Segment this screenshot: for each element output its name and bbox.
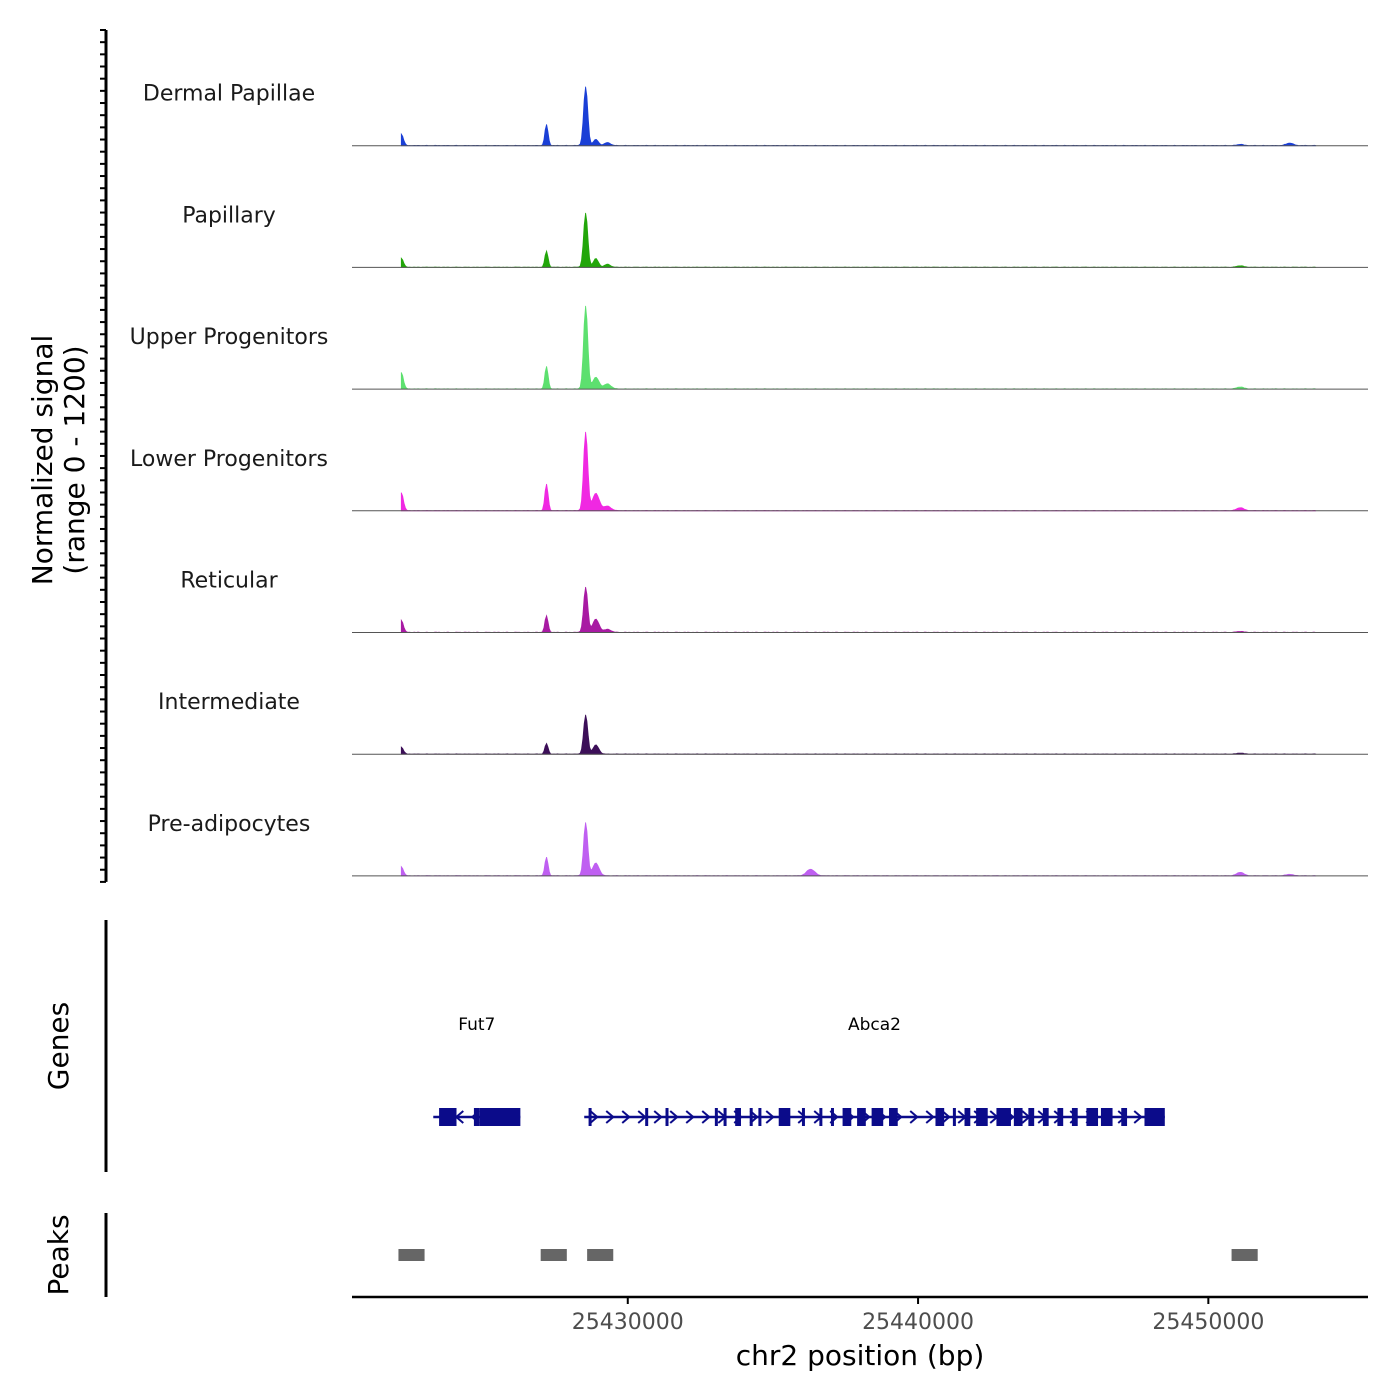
gene-exon bbox=[749, 1108, 753, 1126]
gene-exon bbox=[1028, 1108, 1035, 1126]
track-label: Pre-adipocytes bbox=[148, 812, 311, 837]
strand-arrow bbox=[685, 1110, 695, 1124]
x-axis-title: chr2 position (bp) bbox=[736, 1339, 985, 1372]
strand-arrow bbox=[701, 1110, 711, 1124]
gene-exon bbox=[473, 1108, 480, 1126]
track-label: Dermal Papillae bbox=[143, 82, 315, 107]
gene-exon bbox=[976, 1108, 988, 1126]
gene-exon bbox=[819, 1108, 823, 1126]
gene-label: Fut7 bbox=[458, 1015, 495, 1035]
gene-exon bbox=[439, 1108, 457, 1126]
track-3: Lower Progenitors bbox=[130, 431, 1368, 512]
strand-arrow bbox=[941, 1110, 951, 1124]
signal-area bbox=[400, 714, 1317, 755]
coverage-tracks: Dermal Papillae Papillary Upper Progenitor… bbox=[100, 29, 1368, 883]
track-label: Reticular bbox=[180, 569, 278, 594]
track-2: Upper Progenitors bbox=[130, 305, 1368, 390]
gene-exon bbox=[952, 1108, 956, 1126]
x-tick-label: 25440000 bbox=[862, 1310, 974, 1335]
strand-arrow bbox=[797, 1110, 807, 1124]
gene-exon bbox=[1144, 1108, 1165, 1126]
x-tick-label: 25430000 bbox=[572, 1310, 684, 1335]
track-4: Reticular bbox=[180, 569, 1368, 633]
gene-exon bbox=[758, 1108, 762, 1126]
strand-arrow bbox=[605, 1110, 615, 1124]
y-axis-title-line1: Normalized signal bbox=[26, 335, 59, 586]
gene-exon bbox=[1013, 1108, 1023, 1126]
gene-exon bbox=[1100, 1108, 1113, 1126]
genes-track-label: Genes bbox=[42, 1002, 75, 1090]
peaks-track: Peaks bbox=[42, 1213, 1258, 1297]
gene-exon bbox=[801, 1108, 805, 1126]
peak-region bbox=[540, 1249, 567, 1261]
gene-exon bbox=[479, 1108, 521, 1126]
x-axis: chr2 position (bp) 25430000 25440000 25450… bbox=[352, 1295, 1368, 1372]
gene-label: Abca2 bbox=[848, 1015, 901, 1035]
gene-exon bbox=[935, 1108, 945, 1126]
gene-exon bbox=[665, 1108, 669, 1126]
gene-exon bbox=[871, 1108, 884, 1126]
signal-area bbox=[400, 212, 1317, 268]
track-0: Dermal Papillae bbox=[143, 82, 1368, 147]
gene-exon bbox=[1057, 1108, 1064, 1126]
signal-area bbox=[400, 586, 1317, 633]
y-axis-title-line2: (range 0 - 1200) bbox=[58, 345, 91, 574]
strand-arrow bbox=[621, 1110, 631, 1124]
gene-exon bbox=[1071, 1108, 1078, 1126]
peak-region bbox=[587, 1249, 614, 1261]
signal-area bbox=[400, 431, 1317, 512]
gene-exon bbox=[857, 1108, 866, 1126]
y-axis-title: Normalized signal (range 0 - 1200) bbox=[26, 335, 91, 586]
genes-track: Genes Fut7 Abca2 bbox=[42, 920, 1165, 1172]
strand-arrow bbox=[669, 1110, 679, 1124]
signal-area bbox=[400, 305, 1317, 390]
gene-abca2: Abca2 bbox=[584, 1015, 1165, 1126]
peak-region bbox=[1231, 1249, 1258, 1261]
peaks-track-label: Peaks bbox=[42, 1214, 75, 1295]
track-6: Pre-adipocytes bbox=[148, 812, 1368, 877]
strand-arrow bbox=[925, 1110, 935, 1124]
gene-exon bbox=[842, 1108, 852, 1126]
track-label: Lower Progenitors bbox=[130, 447, 328, 472]
gene-exon bbox=[830, 1108, 834, 1126]
gene-exon bbox=[714, 1108, 718, 1126]
peak-region bbox=[398, 1249, 425, 1261]
gene-exon bbox=[1121, 1108, 1128, 1126]
gene-exon bbox=[735, 1108, 741, 1126]
gene-exon bbox=[645, 1108, 649, 1126]
gene-exon bbox=[723, 1108, 727, 1126]
track-label: Intermediate bbox=[158, 690, 300, 715]
x-tick-label: 25450000 bbox=[1152, 1310, 1264, 1335]
strand-arrow bbox=[765, 1110, 775, 1124]
gene-exon bbox=[1042, 1108, 1049, 1126]
track-5: Intermediate bbox=[158, 690, 1368, 755]
track-label: Upper Progenitors bbox=[130, 325, 329, 350]
track-1: Papillary bbox=[182, 203, 1368, 268]
gene-exon bbox=[889, 1108, 898, 1126]
gene-exon bbox=[778, 1108, 791, 1126]
gene-exon bbox=[964, 1108, 971, 1126]
strand-arrow bbox=[653, 1110, 663, 1124]
strand-arrow bbox=[589, 1110, 599, 1124]
gene-fut7: Fut7 bbox=[433, 1015, 521, 1126]
signal-area bbox=[400, 822, 1317, 877]
strand-arrow bbox=[1133, 1110, 1143, 1124]
gene-exon bbox=[996, 1108, 1011, 1126]
track-label: Papillary bbox=[182, 203, 276, 228]
gene-exon bbox=[588, 1108, 592, 1126]
gene-exon bbox=[1086, 1108, 1099, 1126]
strand-arrow bbox=[909, 1110, 919, 1124]
signal-area bbox=[400, 86, 1317, 147]
